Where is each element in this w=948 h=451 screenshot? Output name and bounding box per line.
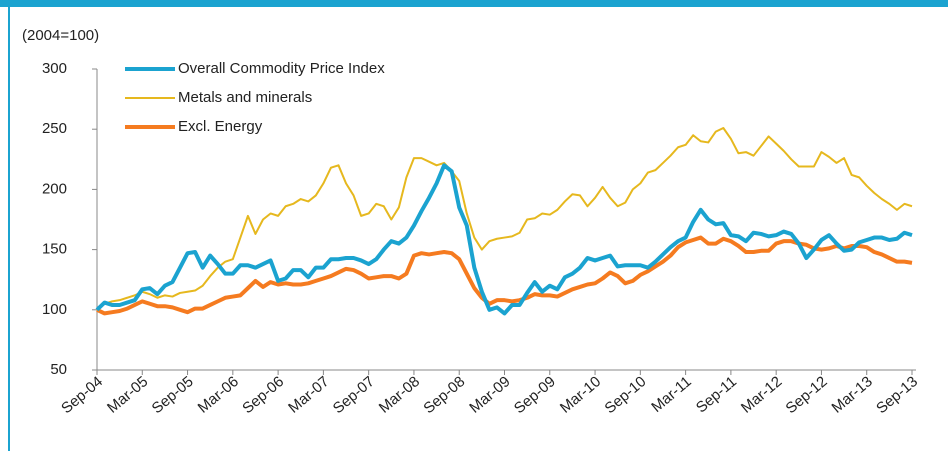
x-tick-label: Mar-08 (376, 373, 423, 417)
series-line (96, 127, 913, 311)
x-tick-label: Mar-07 (285, 373, 332, 417)
x-tick-label: Sep-07 (330, 373, 378, 417)
y-tick-label: 300 (42, 60, 67, 77)
x-tick-label: Mar-13 (829, 373, 876, 417)
y-axis-label: (2004=100) (22, 27, 99, 44)
y-tick-label: 50 (50, 361, 67, 378)
top-band (0, 0, 948, 7)
x-tick-label: Sep-08 (420, 373, 468, 417)
x-tick-label: Mar-10 (557, 373, 604, 417)
legend-label: Excl. Energy (178, 118, 263, 135)
x-tick-label: Sep-09 (511, 373, 559, 417)
x-tick-label: Sep-11 (693, 373, 740, 416)
x-tick-label: Sep-13 (873, 373, 921, 417)
x-tick-label: Mar-11 (648, 373, 694, 416)
x-tick-label: Mar-05 (104, 373, 151, 417)
x-tick-label: Sep-06 (239, 373, 287, 417)
series-line (96, 235, 913, 316)
left-border (8, 7, 10, 451)
x-tick-label: Mar-06 (195, 373, 242, 417)
x-tick-label: Sep-12 (783, 373, 831, 417)
x-tick-label: Sep-05 (149, 373, 197, 417)
series-line (95, 163, 913, 316)
y-tick-label: 150 (42, 241, 67, 258)
x-tick-label: Sep-04 (58, 373, 106, 417)
y-tick-label: 100 (42, 301, 67, 318)
y-tick-label: 200 (42, 180, 67, 197)
x-tick-label: Mar-12 (738, 373, 785, 417)
y-tick-label: 250 (42, 120, 67, 137)
x-tick-label: Sep-10 (601, 373, 649, 417)
legend-label: Overall Commodity Price Index (178, 60, 385, 77)
legend-label: Metals and minerals (178, 89, 312, 106)
x-tick-label: Mar-09 (466, 373, 513, 417)
